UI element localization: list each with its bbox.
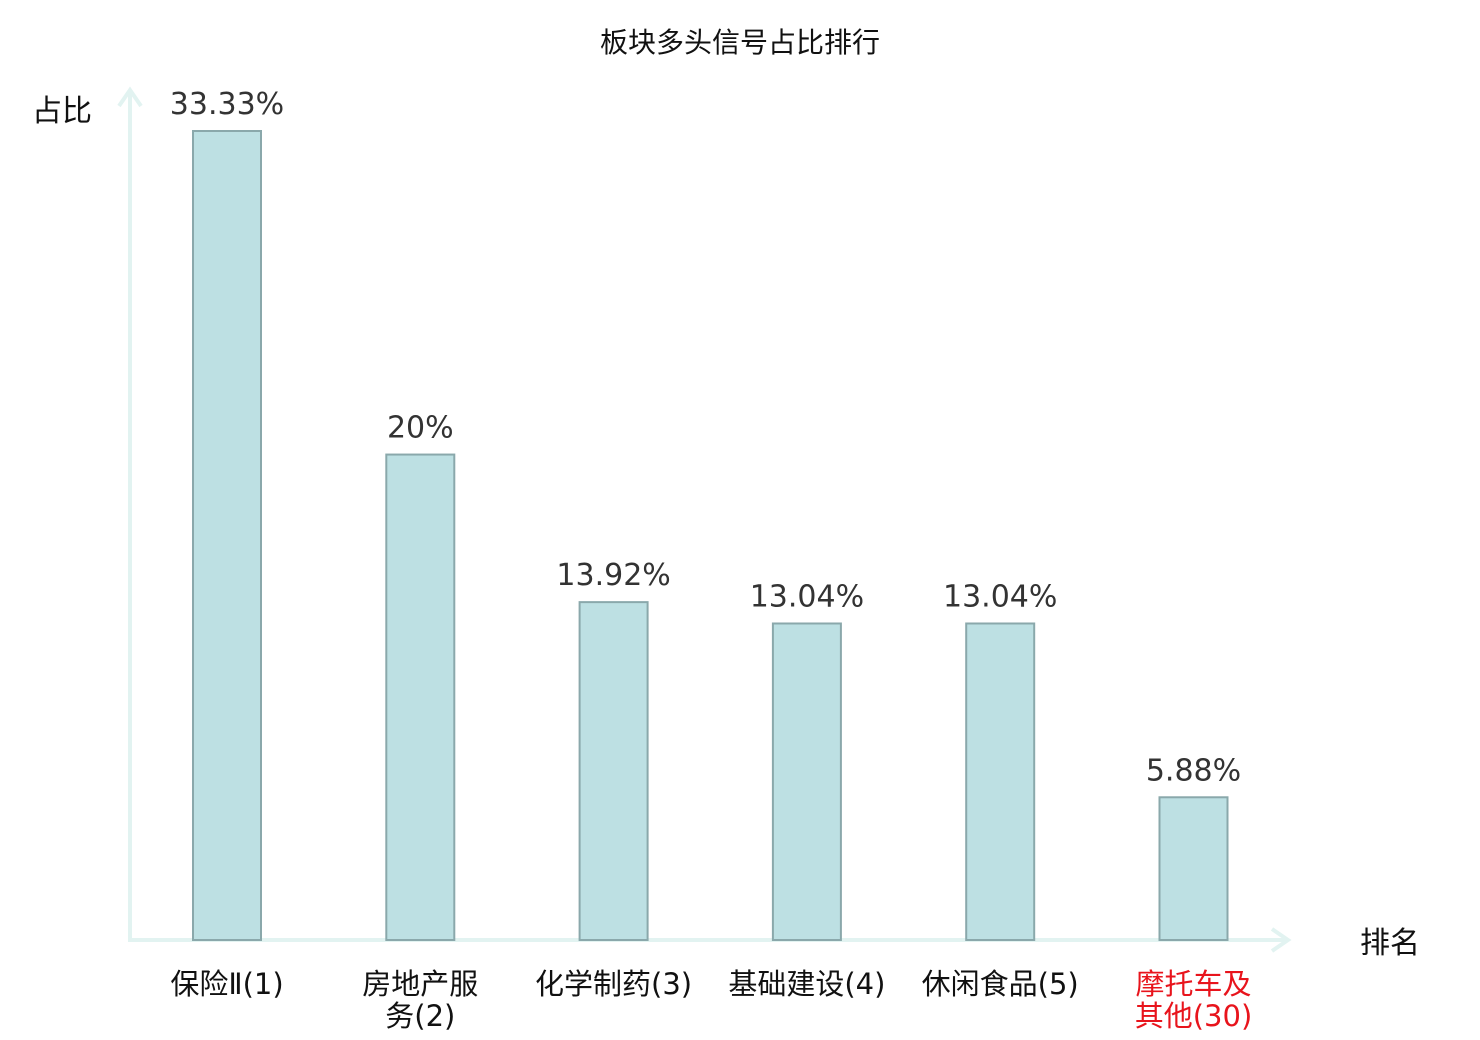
x-axis-arrow: [1270, 927, 1292, 953]
value-label-1: 33.33%: [170, 87, 284, 122]
value-label-3: 13.92%: [556, 558, 670, 593]
bar-4: [771, 622, 842, 941]
bar-2: [385, 453, 456, 941]
category-label-4-line-1: 基础建设(4): [728, 967, 885, 1001]
bar-6: [1158, 796, 1229, 942]
bars-group: [192, 130, 1229, 942]
axes: [117, 86, 1292, 953]
category-label-6-line-1: 摩托车及: [1135, 967, 1251, 1001]
bar-5: [965, 622, 1036, 941]
category-label-3-line-1: 化学制药(3): [535, 967, 692, 1001]
value-labels-group: 33.33% 20% 13.92% 13.04% 13.04% 5.88%: [170, 87, 1241, 788]
y-axis-label: 占比: [32, 94, 92, 129]
value-label-5: 13.04%: [943, 579, 1057, 614]
category-label-6-line-2: 其他(30): [1135, 999, 1253, 1033]
x-axis-label: 排名: [1360, 926, 1420, 961]
value-label-6: 5.88%: [1146, 753, 1241, 788]
bar-1: [192, 130, 262, 941]
value-label-2: 20%: [387, 411, 454, 446]
value-label-4: 13.04%: [750, 579, 864, 614]
category-label-1-line-1: 保险Ⅱ(1): [170, 967, 283, 1001]
y-axis-arrow: [117, 86, 143, 108]
chart-title: 板块多头信号占比排行: [600, 26, 880, 59]
category-label-5-line-1: 休闲食品(5): [922, 967, 1079, 1001]
category-label-2-line-2: 务(2): [385, 999, 455, 1033]
category-label-2-line-1: 房地产服: [362, 967, 478, 1001]
bar-3: [578, 601, 649, 941]
